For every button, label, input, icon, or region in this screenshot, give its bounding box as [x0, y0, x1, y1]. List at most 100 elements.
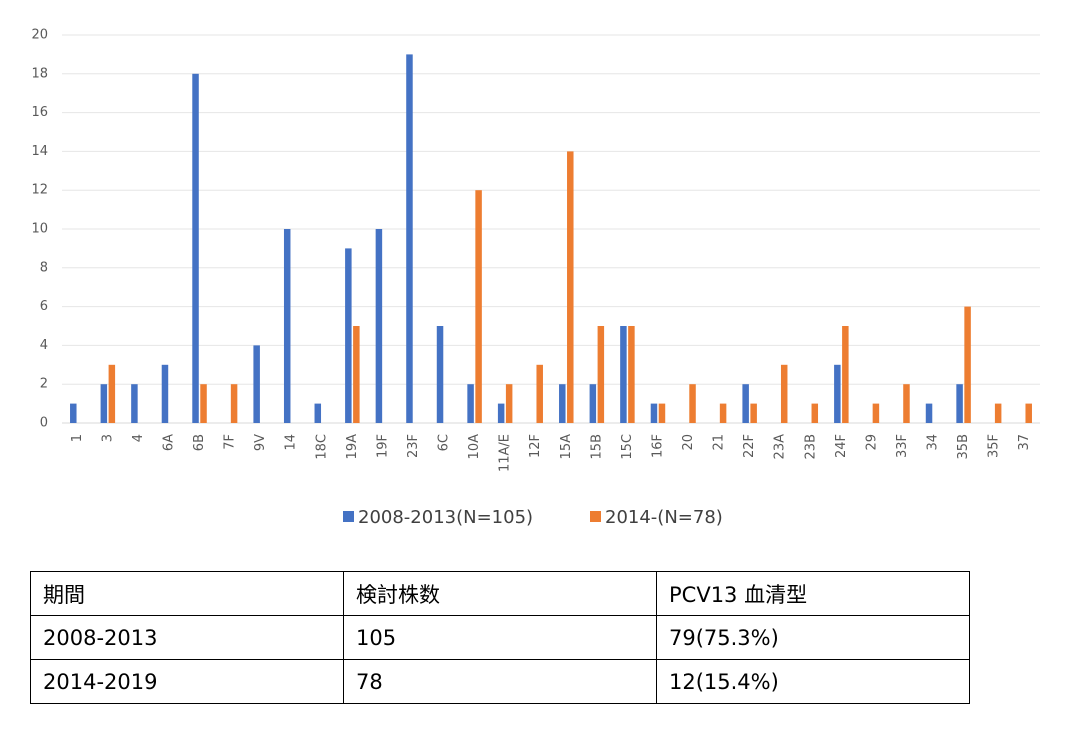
bar — [161, 364, 169, 423]
bar — [230, 384, 238, 423]
bar — [100, 384, 108, 423]
bar — [956, 384, 963, 423]
x-tick-label: 23B — [803, 434, 818, 459]
bar — [994, 403, 1002, 423]
y-tick-label: 4 — [40, 338, 48, 353]
table-row: 2014-2019 78 12(15.4%) — [30, 659, 970, 704]
x-tick-label: 11A/E — [498, 434, 513, 472]
x-tick-label: 12F — [528, 434, 543, 458]
bar — [650, 403, 658, 423]
bar — [567, 151, 574, 423]
bar — [903, 384, 910, 423]
bar — [475, 190, 482, 423]
y-tick-label: 12 — [31, 183, 48, 198]
bar — [1025, 403, 1032, 423]
bar — [131, 384, 138, 423]
bar — [658, 403, 666, 423]
x-tick-label: 4 — [131, 434, 146, 442]
y-tick-label: 16 — [31, 105, 48, 120]
x-tick-label: 37 — [1017, 434, 1032, 451]
bar — [834, 364, 841, 423]
y-tick-label: 10 — [31, 222, 48, 237]
y-tick-label: 0 — [40, 416, 48, 431]
bar — [497, 403, 505, 423]
legend-swatch — [590, 511, 601, 522]
x-tick-label: 29 — [864, 434, 879, 451]
bar — [283, 229, 291, 423]
x-tick-label: 1 — [70, 434, 85, 442]
x-tick-label: 3 — [100, 434, 115, 442]
bar — [620, 326, 627, 423]
bar — [436, 326, 444, 423]
x-tick-label: 34 — [926, 434, 941, 451]
bar — [353, 326, 360, 423]
x-tick-label: 6B — [192, 434, 207, 451]
bar — [780, 364, 788, 423]
x-tick-label: 15A — [559, 434, 574, 460]
bar — [70, 403, 77, 423]
x-tick-label: 6C — [437, 434, 452, 451]
bar — [375, 229, 383, 423]
x-tick-label: 23A — [773, 434, 788, 460]
table-cell: PCV13 血清型 — [656, 571, 970, 616]
table-cell: 12(15.4%) — [656, 659, 970, 704]
bar — [750, 403, 757, 423]
x-tick-label: 21 — [712, 434, 727, 451]
bar — [345, 248, 352, 423]
bar — [742, 384, 749, 423]
bar — [964, 306, 971, 423]
x-tick-label: 35B — [956, 434, 971, 459]
y-tick-label: 20 — [31, 28, 48, 43]
y-tick-label: 6 — [40, 299, 48, 314]
table-cell: 105 — [343, 615, 657, 660]
x-tick-label: 10A — [467, 434, 482, 460]
summary-table: 期間 検討株数 PCV13 血清型 2008-2013 105 79(75.3%) 2014… — [30, 571, 970, 704]
table-cell: 検討株数 — [343, 571, 657, 616]
bar — [872, 403, 880, 423]
x-tick-label: 24F — [834, 434, 849, 458]
x-tick-label: 15B — [589, 434, 604, 459]
table-cell: 79(75.3%) — [656, 615, 970, 660]
legend-text: 2008-2013(N=105) — [358, 507, 533, 528]
table-cell: 期間 — [30, 571, 344, 616]
bar — [842, 326, 849, 423]
y-tick-label: 8 — [40, 260, 48, 275]
bar — [925, 403, 933, 423]
x-tick-label: 22F — [742, 434, 757, 458]
table-cell: 2008-2013 — [30, 615, 344, 660]
table-row: 2008-2013 105 79(75.3%) — [30, 615, 970, 660]
bar — [536, 364, 543, 423]
bar — [559, 384, 566, 423]
x-tick-label: 33F — [895, 434, 910, 458]
bar — [253, 345, 260, 423]
table-cell: 78 — [343, 659, 657, 704]
bar — [200, 384, 207, 423]
x-tick-label: 19F — [375, 434, 390, 458]
bar — [467, 384, 474, 423]
bar — [689, 384, 696, 423]
x-tick-label: 7F — [223, 434, 238, 450]
bar — [597, 326, 605, 423]
x-tick-label: 18C — [314, 434, 329, 460]
x-tick-label: 6A — [161, 434, 176, 451]
bar — [505, 384, 513, 423]
bar — [108, 364, 116, 423]
y-tick-label: 18 — [31, 66, 48, 81]
x-tick-label: 35F — [987, 434, 1002, 458]
bar — [192, 73, 199, 424]
table-row: 期間 検討株数 PCV13 血清型 — [30, 571, 970, 616]
x-tick-label: 16F — [650, 434, 665, 458]
x-tick-label: 23F — [406, 434, 421, 458]
x-tick-label: 14 — [284, 434, 299, 451]
legend-swatch — [343, 511, 354, 522]
legend-text: 2014-(N=78) — [605, 507, 723, 528]
x-tick-label: 9V — [253, 434, 268, 451]
y-tick-label: 2 — [40, 377, 48, 392]
table-cell: 2014-2019 — [30, 659, 344, 704]
x-tick-label: 19A — [345, 434, 360, 460]
bar — [406, 54, 413, 424]
y-tick-label: 14 — [31, 144, 48, 159]
bar — [589, 384, 597, 423]
